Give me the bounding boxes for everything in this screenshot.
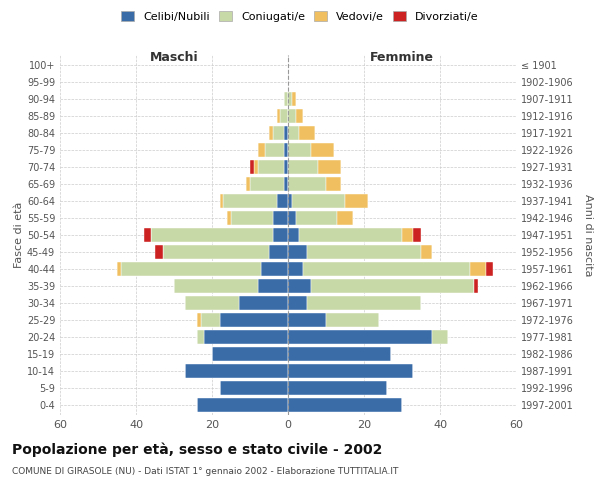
Bar	[143, 228, 151, 242]
Bar	[250, 178, 284, 191]
Bar	[474, 279, 478, 292]
Bar	[277, 110, 280, 123]
Bar	[273, 211, 288, 225]
Y-axis label: Fasce di età: Fasce di età	[14, 202, 24, 268]
Bar	[470, 262, 485, 276]
Bar	[311, 144, 334, 157]
Bar	[307, 245, 421, 259]
Bar	[265, 144, 284, 157]
Bar	[273, 126, 284, 140]
Bar	[288, 313, 326, 326]
Bar	[277, 194, 288, 208]
Bar	[288, 381, 387, 394]
Bar	[288, 144, 311, 157]
Bar	[402, 228, 413, 242]
Bar	[413, 228, 421, 242]
Bar	[197, 330, 205, 344]
Bar	[299, 126, 314, 140]
Bar	[155, 245, 163, 259]
Bar	[288, 262, 303, 276]
Bar	[250, 160, 254, 174]
Bar	[246, 178, 250, 191]
Bar	[254, 160, 257, 174]
Bar	[292, 194, 345, 208]
Bar	[212, 347, 288, 360]
Bar	[311, 279, 474, 292]
Bar	[326, 178, 341, 191]
Bar	[299, 228, 402, 242]
Bar	[319, 160, 341, 174]
Bar	[269, 126, 273, 140]
Bar	[185, 364, 288, 378]
Bar	[288, 296, 307, 310]
Bar	[117, 262, 121, 276]
Bar	[185, 296, 239, 310]
Bar	[163, 245, 269, 259]
Bar	[433, 330, 448, 344]
Bar	[345, 194, 368, 208]
Bar	[284, 160, 288, 174]
Bar	[303, 262, 470, 276]
Bar	[288, 178, 326, 191]
Bar	[205, 330, 288, 344]
Bar	[288, 92, 292, 106]
Bar	[121, 262, 262, 276]
Bar	[288, 347, 391, 360]
Bar	[292, 92, 296, 106]
Bar	[174, 279, 257, 292]
Bar	[284, 178, 288, 191]
Bar	[288, 126, 299, 140]
Bar	[269, 245, 288, 259]
Bar	[296, 211, 337, 225]
Bar	[220, 313, 288, 326]
Bar	[284, 144, 288, 157]
Bar	[220, 194, 223, 208]
Bar	[227, 211, 231, 225]
Bar	[262, 262, 288, 276]
Bar	[307, 296, 421, 310]
Text: COMUNE DI GIRASOLE (NU) - Dati ISTAT 1° gennaio 2002 - Elaborazione TUTTITALIA.I: COMUNE DI GIRASOLE (NU) - Dati ISTAT 1° …	[12, 468, 398, 476]
Bar	[280, 110, 288, 123]
Bar	[231, 211, 273, 225]
Bar	[284, 92, 288, 106]
Y-axis label: Anni di nascita: Anni di nascita	[583, 194, 593, 276]
Bar	[257, 279, 288, 292]
Bar	[326, 313, 379, 326]
Bar	[288, 245, 307, 259]
Bar	[288, 398, 402, 411]
Bar	[288, 279, 311, 292]
Bar	[223, 194, 277, 208]
Bar	[257, 160, 284, 174]
Bar	[239, 296, 288, 310]
Bar	[288, 110, 296, 123]
Bar	[288, 211, 296, 225]
Text: Maschi: Maschi	[149, 51, 199, 64]
Bar	[288, 228, 299, 242]
Bar	[296, 110, 303, 123]
Bar	[257, 144, 265, 157]
Bar	[220, 381, 288, 394]
Legend: Celibi/Nubili, Coniugati/e, Vedovi/e, Divorziati/e: Celibi/Nubili, Coniugati/e, Vedovi/e, Di…	[118, 8, 482, 25]
Bar	[288, 364, 413, 378]
Bar	[273, 228, 288, 242]
Bar	[197, 398, 288, 411]
Bar	[200, 313, 220, 326]
Bar	[284, 126, 288, 140]
Text: Femmine: Femmine	[370, 51, 434, 64]
Bar	[337, 211, 353, 225]
Bar	[288, 160, 319, 174]
Bar	[288, 194, 292, 208]
Bar	[485, 262, 493, 276]
Text: Popolazione per età, sesso e stato civile - 2002: Popolazione per età, sesso e stato civil…	[12, 442, 382, 457]
Bar	[197, 313, 200, 326]
Bar	[151, 228, 273, 242]
Bar	[421, 245, 433, 259]
Bar	[288, 330, 433, 344]
